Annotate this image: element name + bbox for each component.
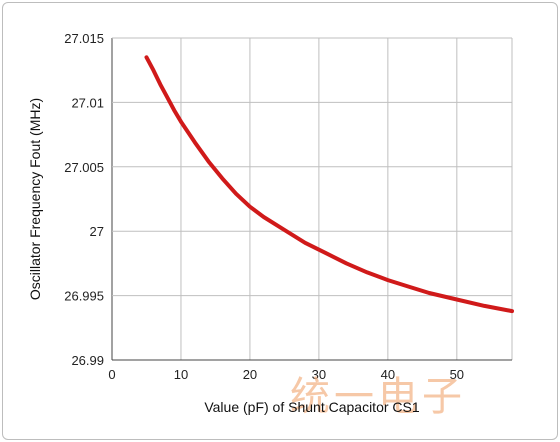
- x-axis-label: Value (pF) of Shunt Capacitor CS1: [204, 399, 420, 415]
- y-tick-label: 26.99: [71, 353, 104, 368]
- x-tick-label: 20: [243, 367, 257, 382]
- series-line: [144, 55, 514, 314]
- y-axis-label: Oscillator Frequency Fout (MHz): [27, 98, 43, 300]
- series-group: [144, 55, 514, 314]
- x-tick-label: 30: [312, 367, 326, 382]
- y-tick-label: 27.005: [64, 160, 104, 175]
- y-tick-label: 26.995: [64, 289, 104, 304]
- x-tick-label: 0: [108, 367, 115, 382]
- x-tick-labels: 0 10 20 30 40 50: [108, 367, 464, 382]
- gridlines: [111, 37, 513, 361]
- watermark: 统一电子: [290, 374, 466, 420]
- x-tick-label: 50: [450, 367, 464, 382]
- y-tick-label: 27.015: [64, 31, 104, 46]
- y-tick-label: 27.01: [71, 95, 104, 110]
- y-tick-label: 27: [90, 224, 104, 239]
- y-tick-labels: 26.99 26.995 27 27.005 27.01 27.015: [64, 31, 104, 368]
- x-tick-label: 40: [381, 367, 395, 382]
- plot-area: [112, 38, 512, 360]
- x-tick-label: 10: [174, 367, 188, 382]
